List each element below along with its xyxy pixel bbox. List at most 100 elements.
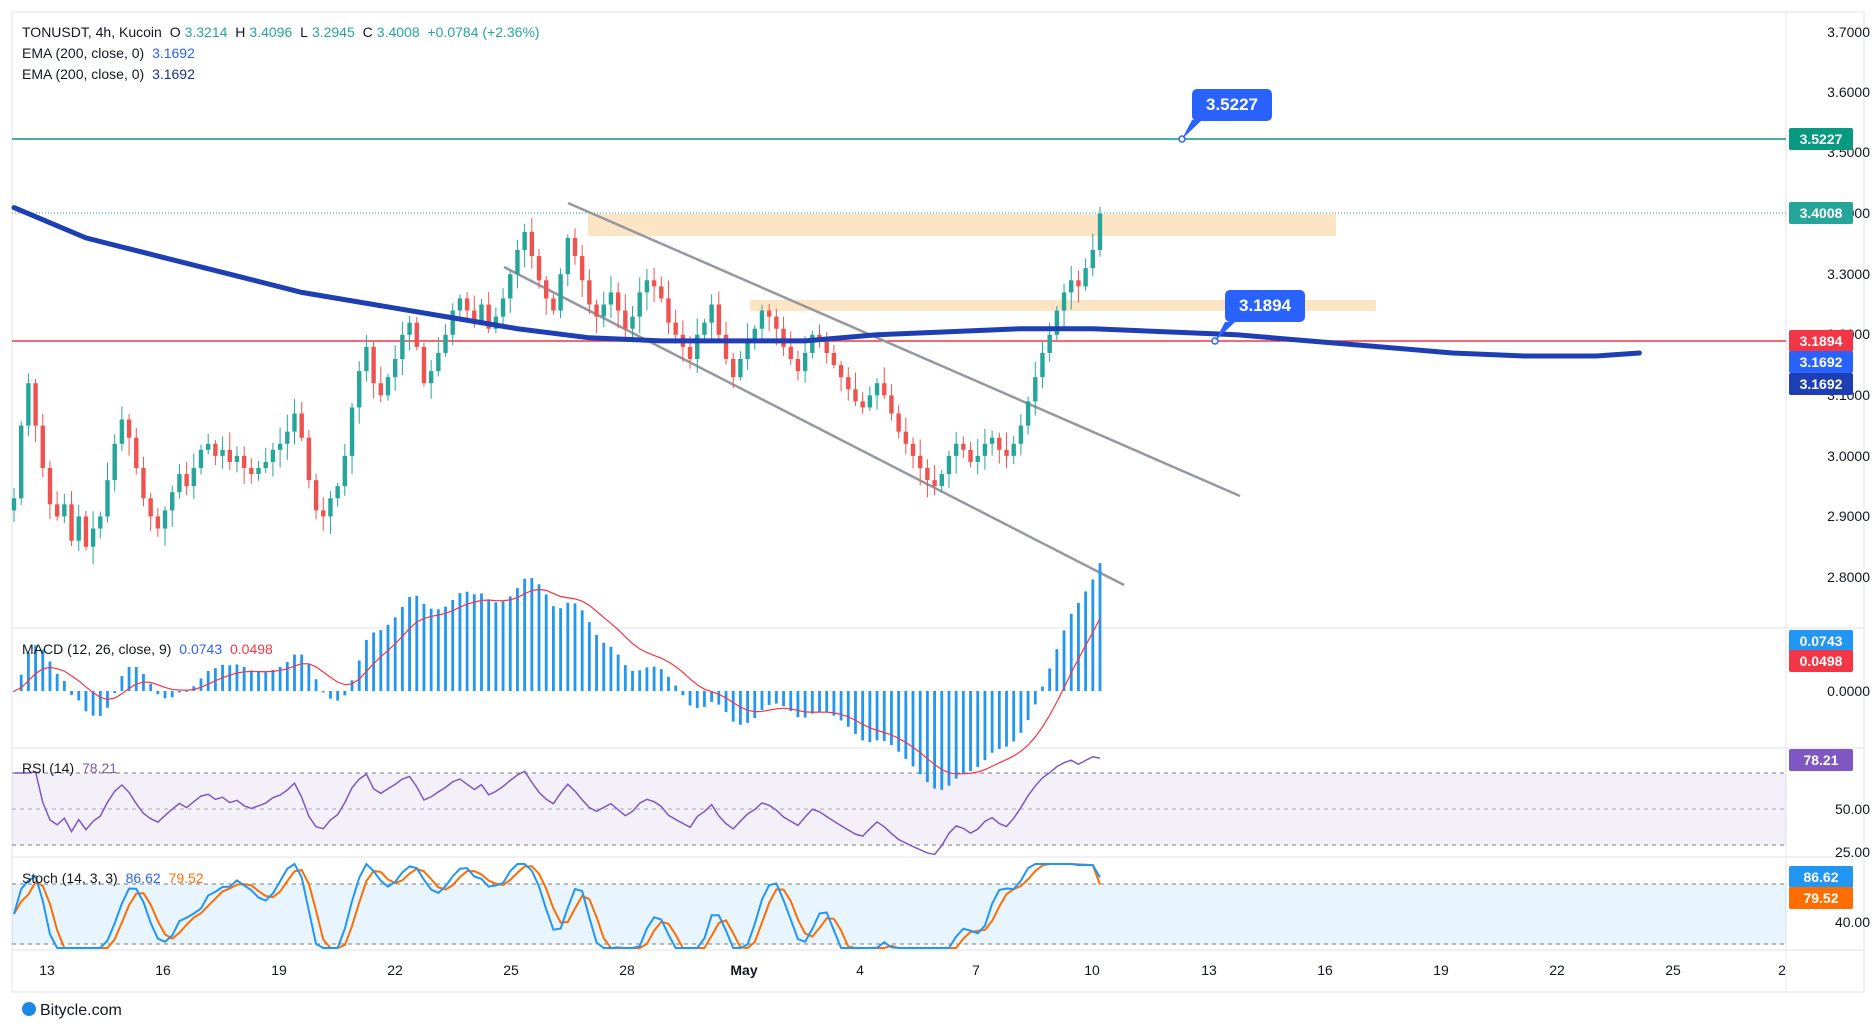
- macd-bar: [782, 691, 785, 707]
- macd-bar: [1077, 602, 1080, 691]
- candle-body: [716, 304, 722, 335]
- macd-bar: [34, 645, 37, 691]
- macd-bar: [861, 691, 865, 741]
- price-tick: 3.0000: [1827, 448, 1870, 464]
- channel-lower-line[interactable]: [503, 265, 1125, 587]
- macd-bar: [393, 617, 397, 691]
- macd-bar: [767, 691, 771, 705]
- resistance-callout[interactable]: 3.5227: [1192, 89, 1272, 121]
- macd-bar: [746, 691, 749, 723]
- date-tick: 10: [1084, 962, 1100, 978]
- macd-bar: [587, 622, 591, 691]
- resistance-price-tag: 3.5227: [1789, 128, 1853, 150]
- macd-bar: [710, 691, 714, 702]
- stoch-d-price-tag: 79.52: [1789, 887, 1853, 909]
- macd-bar: [458, 593, 462, 691]
- candle-body: [659, 286, 664, 299]
- macd-bar: [98, 691, 102, 716]
- candle-body: [925, 468, 930, 481]
- candle-body: [184, 474, 189, 487]
- candle-body: [1054, 310, 1060, 335]
- macd-bar: [1012, 691, 1016, 742]
- high-value: 3.4096: [249, 24, 293, 40]
- macd-histogram: [12, 563, 1102, 790]
- signal-price-tag: 0.0498: [1789, 650, 1853, 672]
- macd-bar: [1019, 691, 1023, 733]
- candle-body: [594, 304, 599, 317]
- candle-body: [479, 304, 484, 323]
- candle-body: [709, 304, 714, 323]
- macd-bar: [343, 691, 347, 696]
- macd-bar: [365, 639, 368, 691]
- candle-body: [69, 504, 74, 541]
- candle-body: [1090, 250, 1096, 269]
- candle-body: [997, 437, 1002, 450]
- resistance-callout-pointer: [1182, 120, 1202, 139]
- macd-legend[interactable]: MACD (12, 26, close, 9) 0.0743 0.0498: [22, 641, 277, 657]
- symbol-legend[interactable]: TONUSDT, 4h, Kucoin O 3.3214 H 3.4096 L 3.2…: [22, 24, 544, 40]
- candle-body: [831, 352, 837, 366]
- price-tick: 3.6000: [1827, 84, 1870, 100]
- macd-bar: [990, 691, 994, 753]
- macd-price-tag: 0.0743: [1789, 630, 1853, 652]
- macd-bar: [1055, 649, 1059, 691]
- date-tick: 28: [619, 962, 635, 978]
- support-callout[interactable]: 3.1894: [1225, 290, 1305, 322]
- macd-bar: [703, 691, 706, 707]
- candle-body: [249, 468, 254, 475]
- macd-bar: [1026, 691, 1030, 721]
- stoch-legend[interactable]: Stoch (14, 3, 3) 86.62 79.52: [22, 870, 208, 886]
- candle-body: [198, 449, 204, 468]
- candle-body: [651, 280, 657, 287]
- watermark: Bitycle.com: [22, 1002, 122, 1020]
- macd-bar: [1091, 579, 1095, 691]
- candle-body: [687, 346, 693, 359]
- price-tick: 2.8000: [1827, 569, 1870, 585]
- candle-body: [47, 468, 53, 505]
- macd-bar: [329, 691, 332, 699]
- macd-signal-value: 0.0498: [230, 641, 273, 657]
- macd-bar: [170, 691, 174, 698]
- candle-body: [551, 298, 556, 311]
- candle-body: [975, 455, 980, 462]
- macd-bar: [674, 685, 678, 691]
- close-label: C: [362, 24, 373, 40]
- open-value: 3.3214: [184, 24, 228, 40]
- stoch-k-price-tag: 86.62: [1789, 866, 1853, 888]
- macd-bar: [77, 691, 81, 701]
- candle-body: [917, 455, 923, 468]
- candle-body: [407, 322, 412, 335]
- candle-body: [1033, 377, 1038, 402]
- macd-bar: [911, 691, 915, 767]
- macd-bar: [602, 642, 606, 691]
- macd-bar: [918, 691, 922, 775]
- candle-body: [644, 280, 650, 293]
- candle-body: [623, 310, 628, 329]
- candle-body: [321, 510, 326, 517]
- supply-zone-upper[interactable]: [588, 214, 1336, 236]
- price-tick: 3.3000: [1827, 266, 1870, 282]
- candle-body: [1040, 352, 1045, 378]
- ema1-legend[interactable]: EMA (200, close, 0) 3.1692: [22, 45, 199, 61]
- candle-body: [170, 492, 175, 511]
- candle-body: [1018, 425, 1024, 444]
- date-tick: 25: [503, 962, 519, 978]
- ema2-legend[interactable]: EMA (200, close, 0) 3.1692: [22, 66, 199, 82]
- channel-upper-line[interactable]: [567, 201, 1241, 498]
- stoch-k-line: [13, 862, 1101, 949]
- candle-body: [752, 328, 757, 341]
- macd-bar: [379, 630, 383, 691]
- macd-bar: [638, 670, 642, 691]
- rsi-legend[interactable]: RSI (14) 78.21: [22, 760, 121, 776]
- candle-body: [191, 468, 197, 487]
- macd-bar: [213, 668, 217, 691]
- macd-bar: [688, 691, 692, 706]
- candle-body: [378, 383, 383, 396]
- macd-bar: [796, 691, 800, 718]
- candle-body: [529, 231, 535, 257]
- price-tick: 3.7000: [1827, 24, 1870, 40]
- candle-body: [105, 480, 110, 517]
- macd-bar: [976, 691, 980, 767]
- macd-bar: [271, 669, 275, 691]
